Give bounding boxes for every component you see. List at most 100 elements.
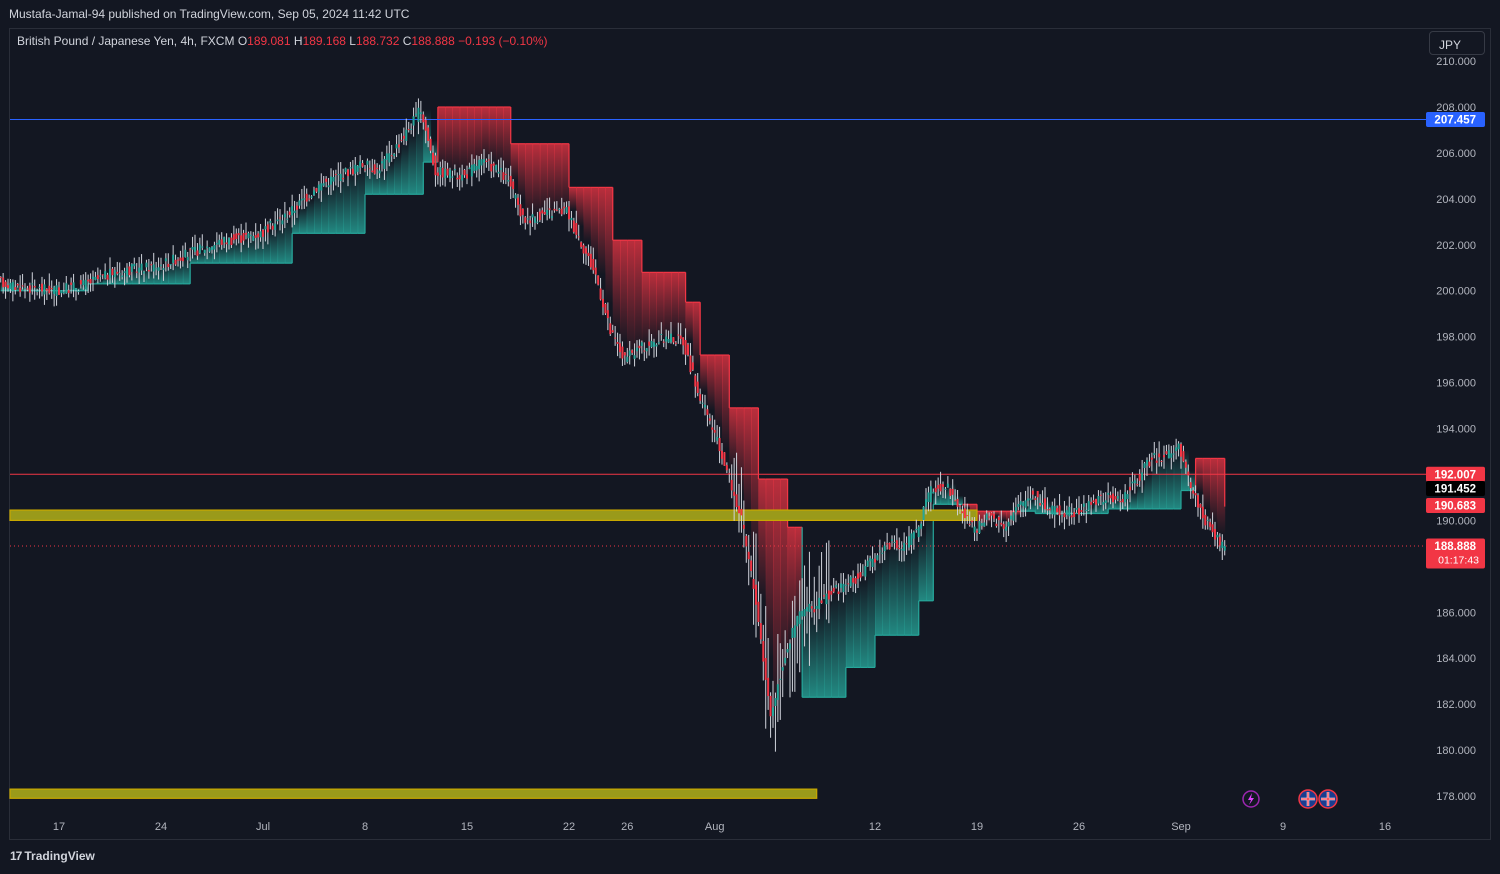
candle-body <box>181 257 184 262</box>
volatility-fill <box>335 178 344 234</box>
volatility-fill <box>896 545 905 636</box>
candle-body <box>48 285 51 294</box>
candle-body <box>300 198 303 201</box>
volatility-fill <box>1166 454 1175 509</box>
candle-body <box>1068 506 1071 517</box>
candle-body <box>422 114 425 123</box>
candle-body <box>502 172 505 180</box>
candle-body <box>638 345 641 349</box>
candle-body <box>563 206 566 209</box>
volatility-fill <box>503 107 512 174</box>
candle-body <box>757 601 760 623</box>
candle-body <box>1177 443 1180 450</box>
y-tick-label: 186.000 <box>1436 607 1476 619</box>
candle-body <box>50 288 53 290</box>
candle-body <box>383 158 386 169</box>
candle-body <box>1104 500 1107 503</box>
candle-body <box>1119 501 1122 503</box>
candle-body <box>36 290 39 292</box>
candle-body <box>361 163 364 167</box>
candle-body <box>762 641 765 662</box>
volatility-fill <box>379 169 388 195</box>
volatility-fill <box>197 251 206 264</box>
candle-body <box>920 523 923 529</box>
candle-body <box>463 170 466 176</box>
candle-body <box>643 350 646 352</box>
candle-body <box>538 211 541 221</box>
candle-body <box>135 271 138 273</box>
volatility-fill <box>641 272 650 349</box>
candle-body <box>274 223 277 230</box>
volatility-fill <box>190 253 198 264</box>
lightning-icon-ring <box>1242 790 1260 808</box>
volatility-fill <box>445 107 453 173</box>
candle-body <box>1014 507 1017 513</box>
candle-body <box>164 258 167 262</box>
price-label-text: 190.683 <box>1434 501 1476 513</box>
y-tick-label: 196.000 <box>1436 378 1476 390</box>
candle-body <box>1112 493 1114 503</box>
candle-body <box>109 268 111 278</box>
candle-body <box>1063 512 1066 518</box>
price-label-box <box>1426 538 1485 569</box>
price-label-box <box>1426 498 1485 513</box>
candle-body <box>995 523 998 527</box>
candle-body <box>9 282 12 290</box>
candle-body <box>444 169 447 179</box>
candle-body <box>305 193 308 202</box>
candle-body <box>985 513 988 520</box>
candle-body <box>424 119 427 131</box>
candle-body <box>21 285 24 287</box>
volatility-fill <box>161 265 169 284</box>
candle-body <box>434 155 437 176</box>
candle-body <box>449 169 451 179</box>
candle-body <box>813 609 816 613</box>
candle-body <box>172 254 175 264</box>
candle-body <box>223 237 226 243</box>
candle-body <box>891 539 893 541</box>
candle-body <box>657 342 660 344</box>
volatility-fill <box>459 107 468 175</box>
candle-body <box>279 217 281 219</box>
y-tick-label: 182.000 <box>1436 699 1476 711</box>
candle-body <box>247 233 250 239</box>
candle-body <box>616 342 619 344</box>
volatility-fill <box>561 143 570 212</box>
candle-body <box>1141 472 1144 481</box>
candle-body <box>356 165 359 172</box>
tradingview-logo[interactable]: 17 TradingView <box>10 849 95 863</box>
candle-body <box>1082 503 1085 507</box>
candle-body <box>1194 493 1197 496</box>
candle-body <box>602 298 604 308</box>
candle-body <box>82 280 85 286</box>
candle-body <box>650 340 653 348</box>
currency-button[interactable]: JPY <box>1429 31 1485 55</box>
change-value: −0.193 (−0.10%) <box>458 34 548 48</box>
x-tick-label: Jul <box>256 821 270 833</box>
volatility-fill <box>816 607 825 698</box>
candle-body <box>830 591 833 595</box>
volatility-fill <box>707 355 716 411</box>
candle-body <box>944 488 947 490</box>
candle-body <box>293 210 296 214</box>
candle-body <box>691 362 694 370</box>
candle-body <box>507 180 510 182</box>
x-tick-label: 22 <box>563 821 575 833</box>
candle-body <box>393 154 396 156</box>
candle-body <box>609 323 612 335</box>
candle-body <box>611 330 614 333</box>
volatility-fill <box>1202 458 1211 509</box>
candle-body <box>898 548 901 550</box>
price-label-box <box>1426 466 1485 482</box>
candle-body <box>837 591 840 595</box>
candle-body <box>116 271 119 274</box>
chart-canvas[interactable]: 210.000 208.000 206.000 204.000 202.000 200.0… <box>0 0 1500 840</box>
candle-body <box>759 623 762 640</box>
candle-body <box>585 248 587 254</box>
candle-body <box>43 284 46 295</box>
candle-body <box>687 344 689 355</box>
candle-body <box>1109 495 1112 499</box>
candle-body <box>28 285 31 293</box>
candle-body <box>553 208 556 211</box>
x-tick-label: 8 <box>362 821 368 833</box>
